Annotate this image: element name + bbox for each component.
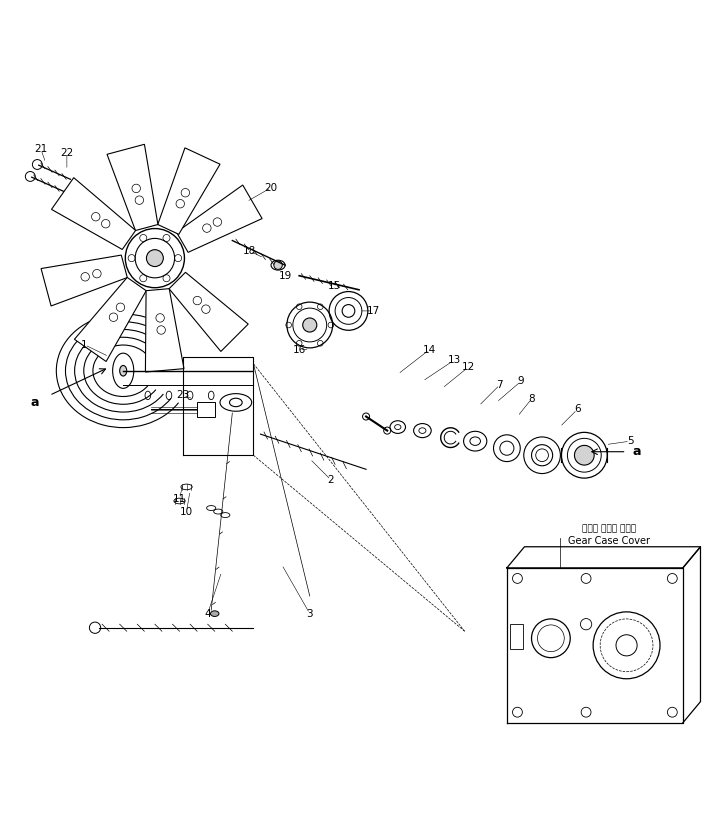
Bar (197, 402, 215, 416)
Text: Gear Case Cover: Gear Case Cover (568, 536, 650, 546)
Text: 19: 19 (279, 271, 291, 281)
Ellipse shape (303, 318, 317, 332)
Polygon shape (146, 288, 184, 372)
Text: 20: 20 (265, 183, 277, 192)
Text: ギヤー ケース カバー: ギヤー ケース カバー (582, 525, 636, 534)
Text: 2: 2 (327, 475, 334, 485)
Ellipse shape (120, 365, 127, 376)
Circle shape (146, 249, 163, 267)
Text: 3: 3 (306, 609, 313, 619)
Polygon shape (107, 145, 158, 230)
Ellipse shape (574, 445, 594, 465)
Polygon shape (158, 148, 220, 235)
Polygon shape (169, 273, 249, 351)
Text: 8: 8 (528, 394, 535, 404)
Text: 7: 7 (496, 380, 503, 390)
Polygon shape (51, 178, 136, 249)
Text: 14: 14 (423, 344, 436, 354)
Ellipse shape (210, 610, 219, 616)
Polygon shape (75, 278, 146, 362)
Text: a: a (31, 396, 39, 409)
Text: 9: 9 (517, 377, 524, 387)
Text: 5: 5 (627, 436, 634, 446)
Text: 4: 4 (204, 609, 211, 619)
Text: 17: 17 (367, 306, 379, 316)
Text: 6: 6 (574, 405, 581, 415)
Text: 15: 15 (328, 282, 341, 292)
Text: 11: 11 (173, 494, 186, 504)
Text: 13: 13 (448, 355, 460, 365)
Text: a: a (633, 445, 641, 458)
Text: 21: 21 (34, 144, 47, 154)
Circle shape (274, 261, 282, 269)
Text: 12: 12 (462, 363, 474, 373)
Text: 23: 23 (177, 391, 189, 401)
Text: 22: 22 (61, 148, 73, 158)
Text: 1: 1 (81, 339, 88, 349)
Polygon shape (41, 255, 127, 306)
Text: 10: 10 (180, 506, 193, 516)
Polygon shape (177, 185, 262, 252)
Text: 18: 18 (244, 246, 256, 256)
Text: 16: 16 (293, 344, 306, 354)
Bar (510, 624, 523, 649)
